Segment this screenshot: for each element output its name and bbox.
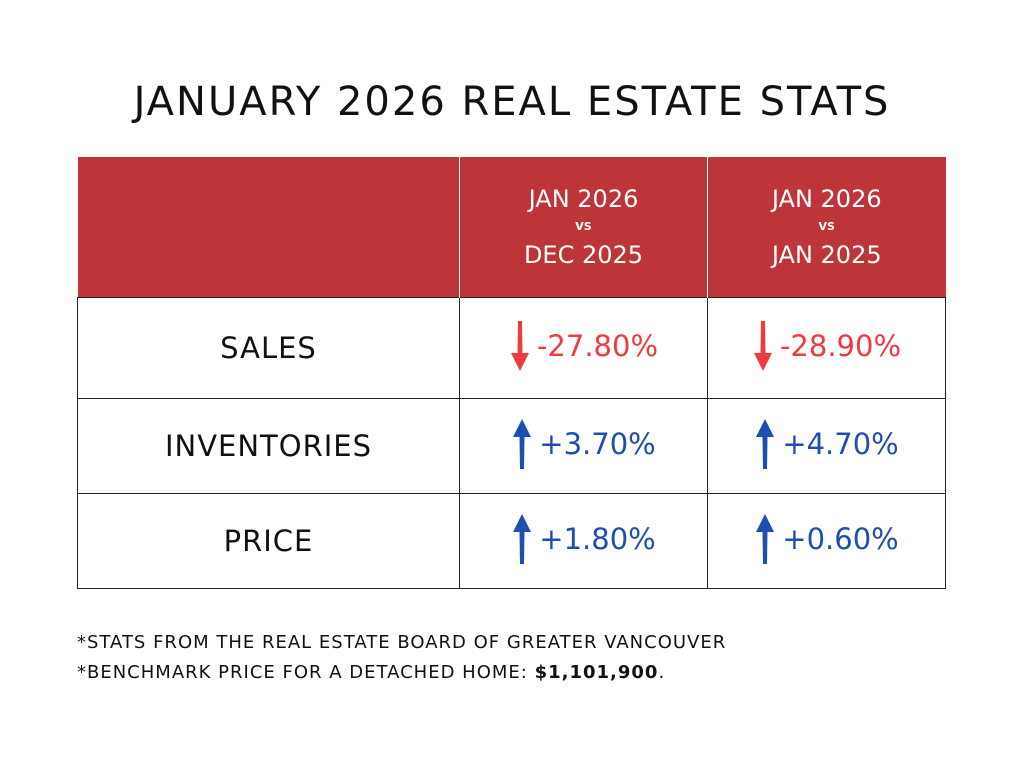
inventories-mom-value: +3.70%: [539, 427, 656, 461]
price-mom-change: +1.80%: [511, 512, 656, 566]
arrow-up-icon: [756, 514, 775, 564]
header-col-jan-vs-jan: JAN 2026 VS JAN 2025: [707, 157, 946, 298]
footnote-benchmark-suffix: .: [658, 662, 666, 683]
table-header-row: JAN 2026 VS DEC 2025 JAN 2026 VS JAN 202…: [77, 157, 946, 298]
footnote-source: *STATS FROM THE REAL ESTATE BOARD OF GRE…: [77, 632, 727, 653]
footnotes: *STATS FROM THE REAL ESTATE BOARD OF GRE…: [77, 628, 977, 688]
benchmark-price-value: $1,101,900: [534, 662, 659, 683]
sales-mom-value: -27.80%: [536, 329, 659, 363]
arrow-up-icon: [756, 419, 775, 469]
header-col-b-vs: VS: [818, 220, 835, 233]
header-col-a-vs: VS: [575, 220, 592, 233]
table-row-price: PRICE +1.80% +0.60%: [77, 493, 946, 589]
inventories-yoy-cell: +4.70%: [707, 398, 946, 494]
inventories-yoy-value: +4.70%: [782, 427, 899, 461]
footnote-benchmark: *BENCHMARK PRICE FOR A DETACHED HOME: $1…: [77, 658, 977, 688]
page-title: JANUARY 2026 REAL ESTATE STATS: [133, 79, 891, 125]
footnote-benchmark-prefix: *BENCHMARK PRICE FOR A DETACHED HOME:: [77, 662, 535, 683]
row-label-inventories: INVENTORIES: [164, 429, 373, 463]
sales-yoy-cell: -28.90%: [707, 297, 946, 399]
price-mom-cell: +1.80%: [459, 493, 708, 589]
price-yoy-cell: +0.60%: [707, 493, 946, 589]
sales-mom-cell: -27.80%: [459, 297, 708, 399]
arrow-down-icon: [510, 321, 529, 371]
row-label-cell: PRICE: [77, 493, 460, 589]
sales-yoy-value: -28.90%: [779, 329, 902, 363]
header-col-b-line2: JAN 2025: [771, 241, 882, 269]
row-label-cell: SALES: [77, 297, 460, 399]
row-label-cell: INVENTORIES: [77, 398, 460, 494]
price-yoy-change: +0.60%: [754, 512, 899, 566]
header-col-a-line1: JAN 2026: [528, 185, 639, 213]
price-mom-value: +1.80%: [539, 522, 656, 556]
arrow-up-icon: [513, 419, 532, 469]
header-col-b-line1: JAN 2026: [771, 185, 882, 213]
stats-table: JAN 2026 VS DEC 2025 JAN 2026 VS JAN 202…: [77, 157, 946, 589]
header-empty-cell: [77, 157, 460, 298]
price-yoy-value: +0.60%: [782, 522, 899, 556]
table-row-sales: SALES -27.80% -28.90%: [77, 297, 946, 399]
table-row-inventories: INVENTORIES +3.70% +4.70%: [77, 398, 946, 494]
inventories-mom-cell: +3.70%: [459, 398, 708, 494]
arrow-up-icon: [513, 514, 532, 564]
sales-yoy-change: -28.90%: [752, 319, 901, 373]
header-col-jan-vs-dec: JAN 2026 VS DEC 2025: [459, 157, 708, 298]
inventories-mom-change: +3.70%: [511, 417, 656, 471]
row-label-sales: SALES: [220, 331, 317, 365]
sales-mom-change: -27.80%: [509, 319, 658, 373]
inventories-yoy-change: +4.70%: [754, 417, 899, 471]
header-col-a-line2: DEC 2025: [523, 241, 644, 269]
arrow-down-icon: [753, 321, 772, 371]
row-label-price: PRICE: [223, 524, 314, 558]
